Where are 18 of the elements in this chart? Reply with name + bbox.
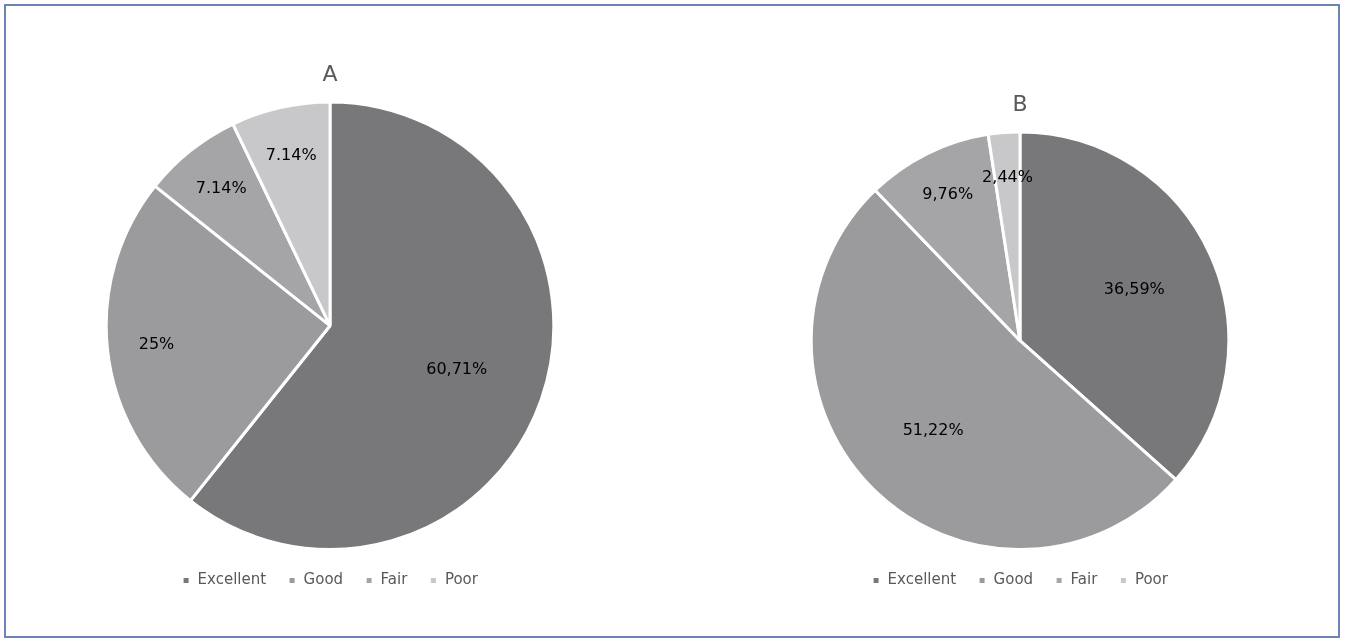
data-label: 9,76% xyxy=(922,183,974,203)
chart-title: A xyxy=(322,60,338,86)
data-label: 36,59% xyxy=(1103,278,1165,298)
legend-label: Excellent xyxy=(197,570,267,589)
legend-label: Fair xyxy=(380,570,409,589)
data-label: 60,71% xyxy=(426,359,488,379)
legend-label: Fair xyxy=(1070,570,1099,589)
legend-label: Poor xyxy=(1134,570,1169,589)
legend-label: Good xyxy=(993,570,1034,589)
legend-label: Poor xyxy=(444,570,479,589)
legend-label: Excellent xyxy=(887,570,957,589)
data-label: 2,44% xyxy=(982,167,1033,187)
data-label: 25% xyxy=(138,334,175,354)
legend-label: Good xyxy=(303,570,344,589)
data-label: 7.14% xyxy=(265,144,317,164)
data-label: 7.14% xyxy=(195,178,247,198)
chart-title: B xyxy=(1012,90,1028,116)
data-label: 51,22% xyxy=(902,420,964,440)
